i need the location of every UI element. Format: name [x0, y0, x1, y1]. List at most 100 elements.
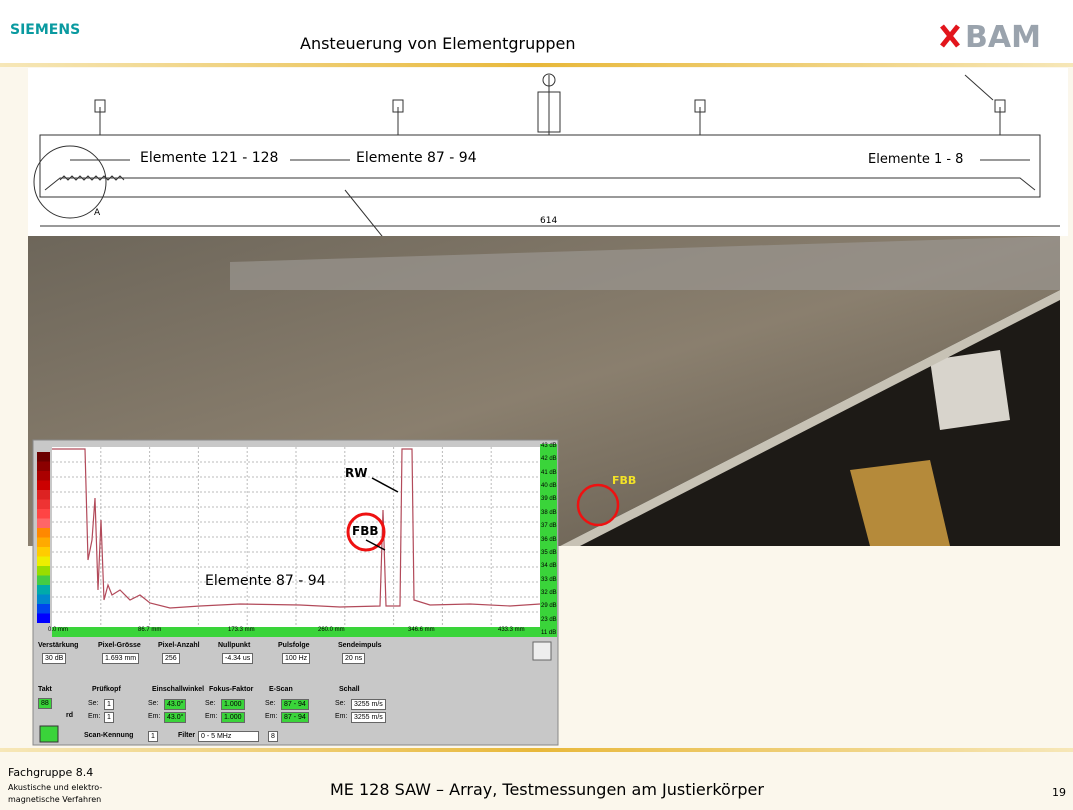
control-value: 1	[148, 731, 158, 742]
decor	[37, 614, 50, 624]
setting-label: Pixel-Anzahl	[158, 642, 200, 649]
control-label: Filter	[178, 732, 195, 739]
decor	[37, 576, 50, 586]
prefix: Se:	[265, 700, 276, 707]
photo-marker: FBB	[612, 474, 636, 487]
logo-right: BAM	[965, 20, 1041, 55]
x-axis-label: 260.0 mm	[318, 627, 345, 633]
decor	[37, 452, 50, 462]
y-axis-label: 40 dB	[541, 483, 557, 489]
group-label: Schall	[339, 686, 360, 693]
x-axis-label: 86.7 mm	[138, 627, 161, 633]
setting-value: 30 dB	[42, 653, 66, 664]
control-label: Takt	[38, 686, 52, 693]
prefix: Em:	[265, 713, 277, 720]
group-value: 3255 m/s	[351, 712, 386, 723]
group-value: 1.000	[221, 699, 245, 710]
group-value: 1.000	[221, 712, 245, 723]
y-axis-label: 32 dB	[541, 590, 557, 596]
footer-dept: magnetische Verfahren	[8, 795, 101, 804]
group-label: E-Scan	[269, 686, 293, 693]
detail-label: A	[94, 208, 100, 218]
x-axis-label: 346.6 mm	[408, 627, 435, 633]
y-axis-label: 23 dB	[541, 617, 557, 623]
setting-label: Nullpunkt	[218, 642, 250, 649]
decor	[37, 585, 50, 595]
footer-group: Fachgruppe 8.4	[8, 766, 93, 779]
group-value: 87 - 94	[281, 712, 309, 723]
drawing-label: Elemente 121 - 128	[140, 150, 278, 166]
prefix: Em:	[148, 713, 160, 720]
y-axis-label: 37 dB	[541, 523, 557, 529]
setting-label: Sendeimpuls	[338, 642, 382, 649]
setting-value: 256	[162, 653, 180, 664]
decor	[37, 471, 50, 481]
group-value: 43.0°	[164, 712, 186, 723]
decor	[37, 481, 50, 491]
length-label: 614	[540, 216, 557, 226]
group-value: 3255 m/s	[351, 699, 386, 710]
setting-value: 20 ns	[342, 653, 365, 664]
setting-label: Pulsfolge	[278, 642, 310, 649]
y-axis-label: 41 dB	[541, 470, 557, 476]
y-axis-label: 39 dB	[541, 496, 557, 502]
logo-left: SIEMENS	[10, 22, 80, 38]
annotation: FBB	[352, 524, 379, 538]
setting-label: Verstärkung	[38, 642, 78, 649]
decor	[37, 566, 50, 576]
y-axis-label: 42 dB	[541, 456, 557, 462]
setting-value: 100 Hz	[282, 653, 310, 664]
decor	[37, 547, 50, 557]
x-axis-label: 0.0 mm	[48, 627, 68, 633]
y-axis-label: 29 dB	[541, 603, 557, 609]
y-axis-label: 34 dB	[541, 563, 557, 569]
decor	[37, 519, 50, 529]
y-axis-label: 43 dB	[541, 443, 557, 449]
drawing-label: Elemente 1 - 8	[868, 152, 963, 167]
y-axis-label: 35 dB	[541, 550, 557, 556]
control-value: 8	[268, 731, 278, 742]
x-axis-label: 433.3 mm	[498, 627, 525, 633]
prefix: Em:	[205, 713, 217, 720]
footer-title: ME 128 SAW – Array, Testmessungen am Jus…	[330, 780, 764, 799]
footer-dept: Akustische und elektro-	[8, 783, 102, 792]
group-value: 87 - 94	[281, 699, 309, 710]
decor	[37, 604, 50, 614]
slide-title: Ansteuerung von Elementgruppen	[300, 34, 576, 53]
decor	[37, 500, 50, 510]
group-label: Fokus-Faktor	[209, 686, 253, 693]
decor	[37, 462, 50, 472]
setting-label: Pixel-Grösse	[98, 642, 141, 649]
annotation: RW	[345, 466, 367, 480]
slide: {"header":{"logo_left":"SIEMENS","title"…	[0, 0, 1073, 810]
decor	[37, 528, 50, 538]
drawing-label: Elemente 87 - 94	[356, 150, 477, 166]
y-axis-label: 36 dB	[541, 537, 557, 543]
y-axis-label: 11 dB	[541, 630, 556, 636]
y-axis-label: 38 dB	[541, 510, 557, 516]
prefix: Se:	[205, 700, 216, 707]
decor	[37, 595, 50, 605]
decor	[37, 509, 50, 519]
group-value: 1	[104, 699, 114, 710]
group-value: 43.0°	[164, 699, 186, 710]
setting-value: 1.693 mm	[102, 653, 139, 664]
group-value: 1	[104, 712, 114, 723]
control-value: 0 - 5 MHz	[198, 731, 259, 742]
x-axis-label: 173.3 mm	[228, 627, 255, 633]
decor	[37, 538, 50, 548]
prefix: Se:	[335, 700, 346, 707]
control-label: rd	[66, 712, 73, 719]
decor	[37, 557, 50, 567]
page-number: 19	[1052, 786, 1066, 799]
setting-value: -4.34 us	[222, 653, 253, 664]
takt-value: 88	[38, 698, 52, 709]
prefix: Se:	[148, 700, 159, 707]
group-label: Prüfkopf	[92, 686, 121, 693]
y-axis-label: 33 dB	[541, 577, 557, 583]
control-label: Scan-Kennung	[84, 732, 133, 739]
prefix: Se:	[88, 700, 99, 707]
prefix: Em:	[335, 713, 347, 720]
group-label: Einschallwinkel	[152, 686, 204, 693]
annotation: Elemente 87 - 94	[205, 573, 326, 589]
